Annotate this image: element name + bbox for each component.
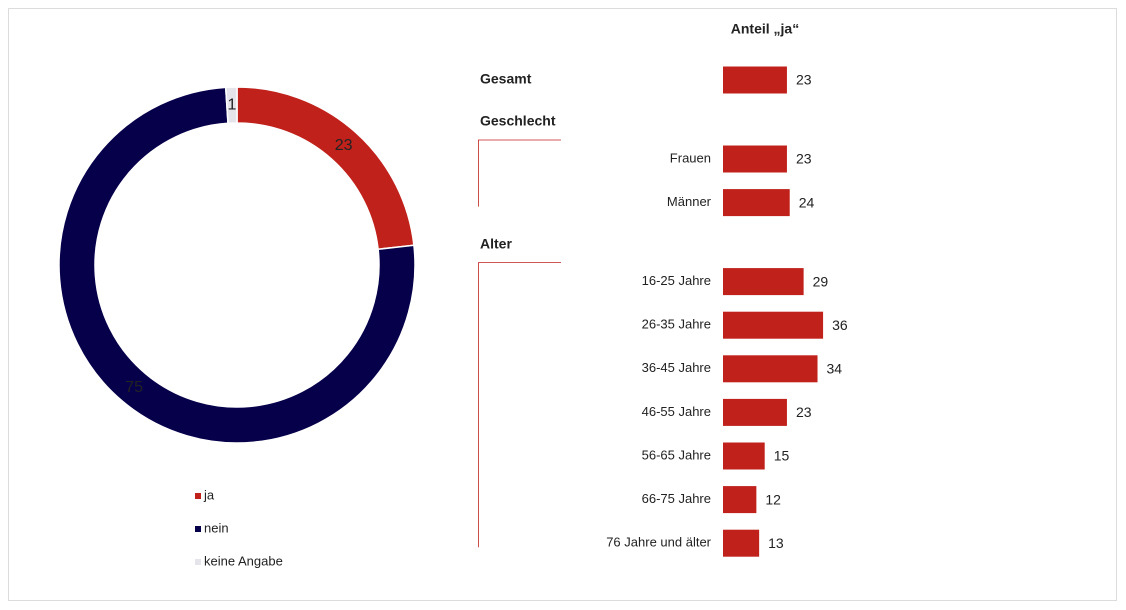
- data-label: 23: [335, 137, 353, 154]
- category-label: 26-35 Jahre: [642, 317, 711, 332]
- donut-slice: [236, 86, 415, 251]
- data-label: 23: [796, 151, 812, 167]
- bar: [723, 189, 790, 217]
- bar: [723, 486, 757, 514]
- data-label: 13: [768, 535, 784, 551]
- data-label: 15: [774, 448, 790, 464]
- bar: [723, 398, 787, 426]
- data-label: 1: [227, 96, 236, 113]
- bar: [723, 355, 818, 383]
- frame: [8, 8, 1117, 601]
- data-label: 23: [796, 72, 812, 88]
- data-label: 24: [799, 194, 815, 210]
- legend-label: nein: [204, 520, 229, 535]
- legend-label: ja: [203, 487, 215, 502]
- data-label: 12: [765, 491, 781, 507]
- donut-slice: [58, 86, 416, 444]
- bar: [723, 268, 804, 296]
- bar: [723, 442, 765, 470]
- group-label: Gesamt: [480, 71, 532, 87]
- data-label: 34: [827, 361, 843, 377]
- category-label: 56-65 Jahre: [642, 447, 711, 462]
- legend-swatch: [195, 559, 201, 565]
- category-label: Frauen: [670, 150, 711, 165]
- legend-swatch: [195, 493, 201, 499]
- donut-slice: [224, 86, 238, 125]
- category-label: Männer: [667, 194, 712, 209]
- legend-swatch: [195, 526, 201, 532]
- data-label: 36: [832, 317, 848, 333]
- category-label: 46-55 Jahre: [642, 404, 711, 419]
- bar: [723, 66, 787, 94]
- category-label: 36-45 Jahre: [642, 360, 711, 375]
- bar: [723, 145, 787, 173]
- category-label: 76 Jahre und älter: [606, 535, 711, 550]
- group-label: Geschlecht: [480, 113, 556, 129]
- group-label: Alter: [480, 235, 512, 251]
- category-label: 66-75 Jahre: [642, 491, 711, 506]
- bar-title: Anteil „ja“: [731, 21, 799, 37]
- bar: [723, 529, 760, 557]
- bar: [723, 311, 824, 339]
- data-label: 23: [796, 404, 812, 420]
- data-label: 29: [813, 273, 829, 289]
- data-label: 75: [125, 379, 143, 396]
- legend-label: keine Angabe: [204, 553, 283, 568]
- category-label: 16-25 Jahre: [642, 273, 711, 288]
